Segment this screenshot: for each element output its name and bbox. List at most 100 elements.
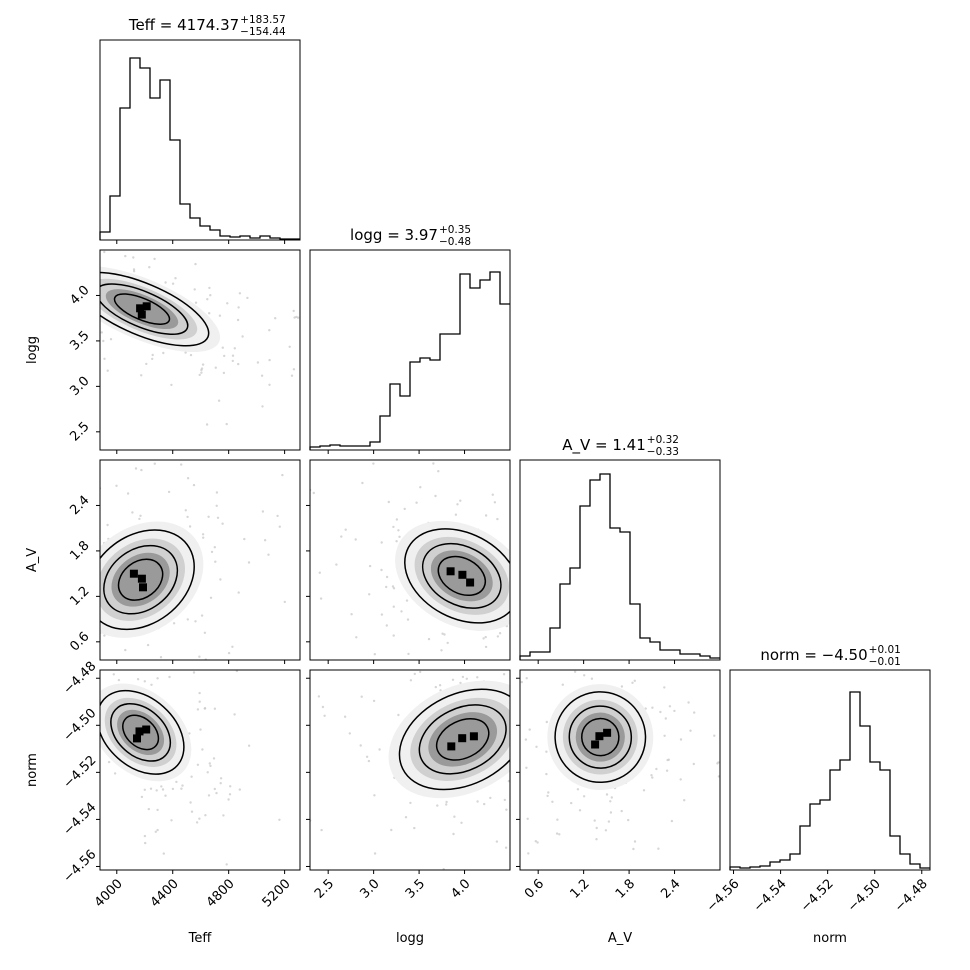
sample-point [595, 838, 598, 841]
sample-point [305, 406, 307, 408]
sample-point [13, 640, 15, 642]
sample-point [520, 680, 523, 684]
sample-point [544, 714, 546, 716]
sample-point [555, 832, 559, 835]
sample-point [91, 231, 93, 233]
contour-line [435, 718, 490, 761]
sample-point [400, 610, 403, 613]
panel-frame-teff [99, 39, 301, 241]
sample-point [576, 788, 580, 791]
sample-point [144, 662, 146, 664]
sample-point [295, 315, 298, 319]
sample-point [548, 581, 550, 583]
sample-point [427, 686, 429, 688]
sample-point [594, 642, 596, 644]
sample-point [196, 763, 200, 766]
x-tick-label-logg: 3.5 [403, 876, 428, 901]
title-value: logg = 3.97 [350, 226, 438, 244]
sample-point [200, 614, 204, 617]
contour-line [437, 555, 487, 597]
sample-point [93, 631, 95, 633]
sample-point [190, 810, 194, 813]
x-tick-label-norm: −4.54 [751, 876, 790, 915]
sample-point [140, 795, 144, 799]
density-teff-norm [18, 619, 281, 866]
y-tick-label-norm: −4.56 [61, 847, 100, 886]
sample-point [202, 536, 205, 539]
sample-point [46, 696, 48, 698]
sample-point [556, 818, 559, 821]
sample-point [610, 625, 612, 627]
title-upper-error: +0.32 [647, 434, 679, 446]
sample-point [591, 618, 593, 620]
density-logg-norm [265, 654, 559, 870]
sample-point [609, 800, 612, 803]
sample-point [348, 732, 351, 735]
sample-point [47, 661, 49, 663]
sample-point [557, 592, 559, 594]
sample-point [188, 732, 191, 735]
sample-point [258, 699, 260, 701]
sample-point [403, 507, 406, 511]
sample-point [213, 787, 216, 791]
sample-point [392, 587, 396, 590]
sample-point [219, 578, 222, 581]
sample-point [227, 651, 231, 655]
sample-point [265, 733, 267, 735]
sample-point [261, 405, 264, 408]
sample-point [172, 622, 176, 625]
sample-point [180, 787, 183, 790]
sample-point [320, 828, 323, 832]
sample-point [364, 356, 366, 358]
sample-point [18, 696, 20, 698]
y-tick-label-norm: −4.54 [61, 800, 100, 839]
sample-point [75, 312, 77, 314]
sample-point [238, 788, 241, 791]
sample-point [452, 832, 455, 836]
sample-point [208, 286, 211, 290]
x-axis-label-norm: norm [813, 931, 847, 946]
sample-point [153, 462, 156, 465]
sample-point [557, 816, 559, 818]
contour-line [100, 283, 189, 335]
sample-point [111, 446, 113, 448]
sample-point [386, 674, 388, 676]
sample-point [231, 645, 234, 648]
sample-point [237, 362, 240, 366]
sample-point [156, 677, 159, 680]
sample-point [103, 250, 106, 254]
sample-point [20, 619, 22, 621]
sample-point [318, 571, 321, 574]
y-axis-label-logg: logg [25, 336, 40, 364]
sample-point [198, 373, 201, 377]
sample-point [642, 789, 646, 792]
sample-point [665, 769, 669, 772]
sample-point [34, 276, 36, 278]
sample-point [95, 319, 97, 321]
sample-point [155, 789, 158, 792]
sample-point [542, 628, 544, 630]
density-peak [591, 740, 600, 749]
sample-point [78, 580, 80, 582]
sample-point [18, 602, 20, 604]
sample-point [144, 841, 147, 845]
sample-point [34, 730, 36, 732]
density-peak [446, 567, 455, 576]
sample-point [198, 655, 201, 658]
sample-point [124, 648, 127, 652]
y-axis-label-norm: norm [25, 753, 40, 787]
sample-point [19, 450, 21, 452]
sample-point [438, 684, 442, 687]
sample-point [387, 500, 390, 504]
sample-point [221, 522, 224, 525]
sample-point [48, 328, 50, 330]
sample-point [239, 430, 241, 432]
sample-point [215, 504, 218, 507]
sample-point [457, 654, 459, 656]
sample-point [670, 819, 674, 823]
sample-point [195, 821, 199, 824]
sample-point [693, 711, 696, 714]
sample-point [139, 514, 142, 517]
sample-point [664, 717, 667, 720]
sample-point [28, 721, 30, 723]
